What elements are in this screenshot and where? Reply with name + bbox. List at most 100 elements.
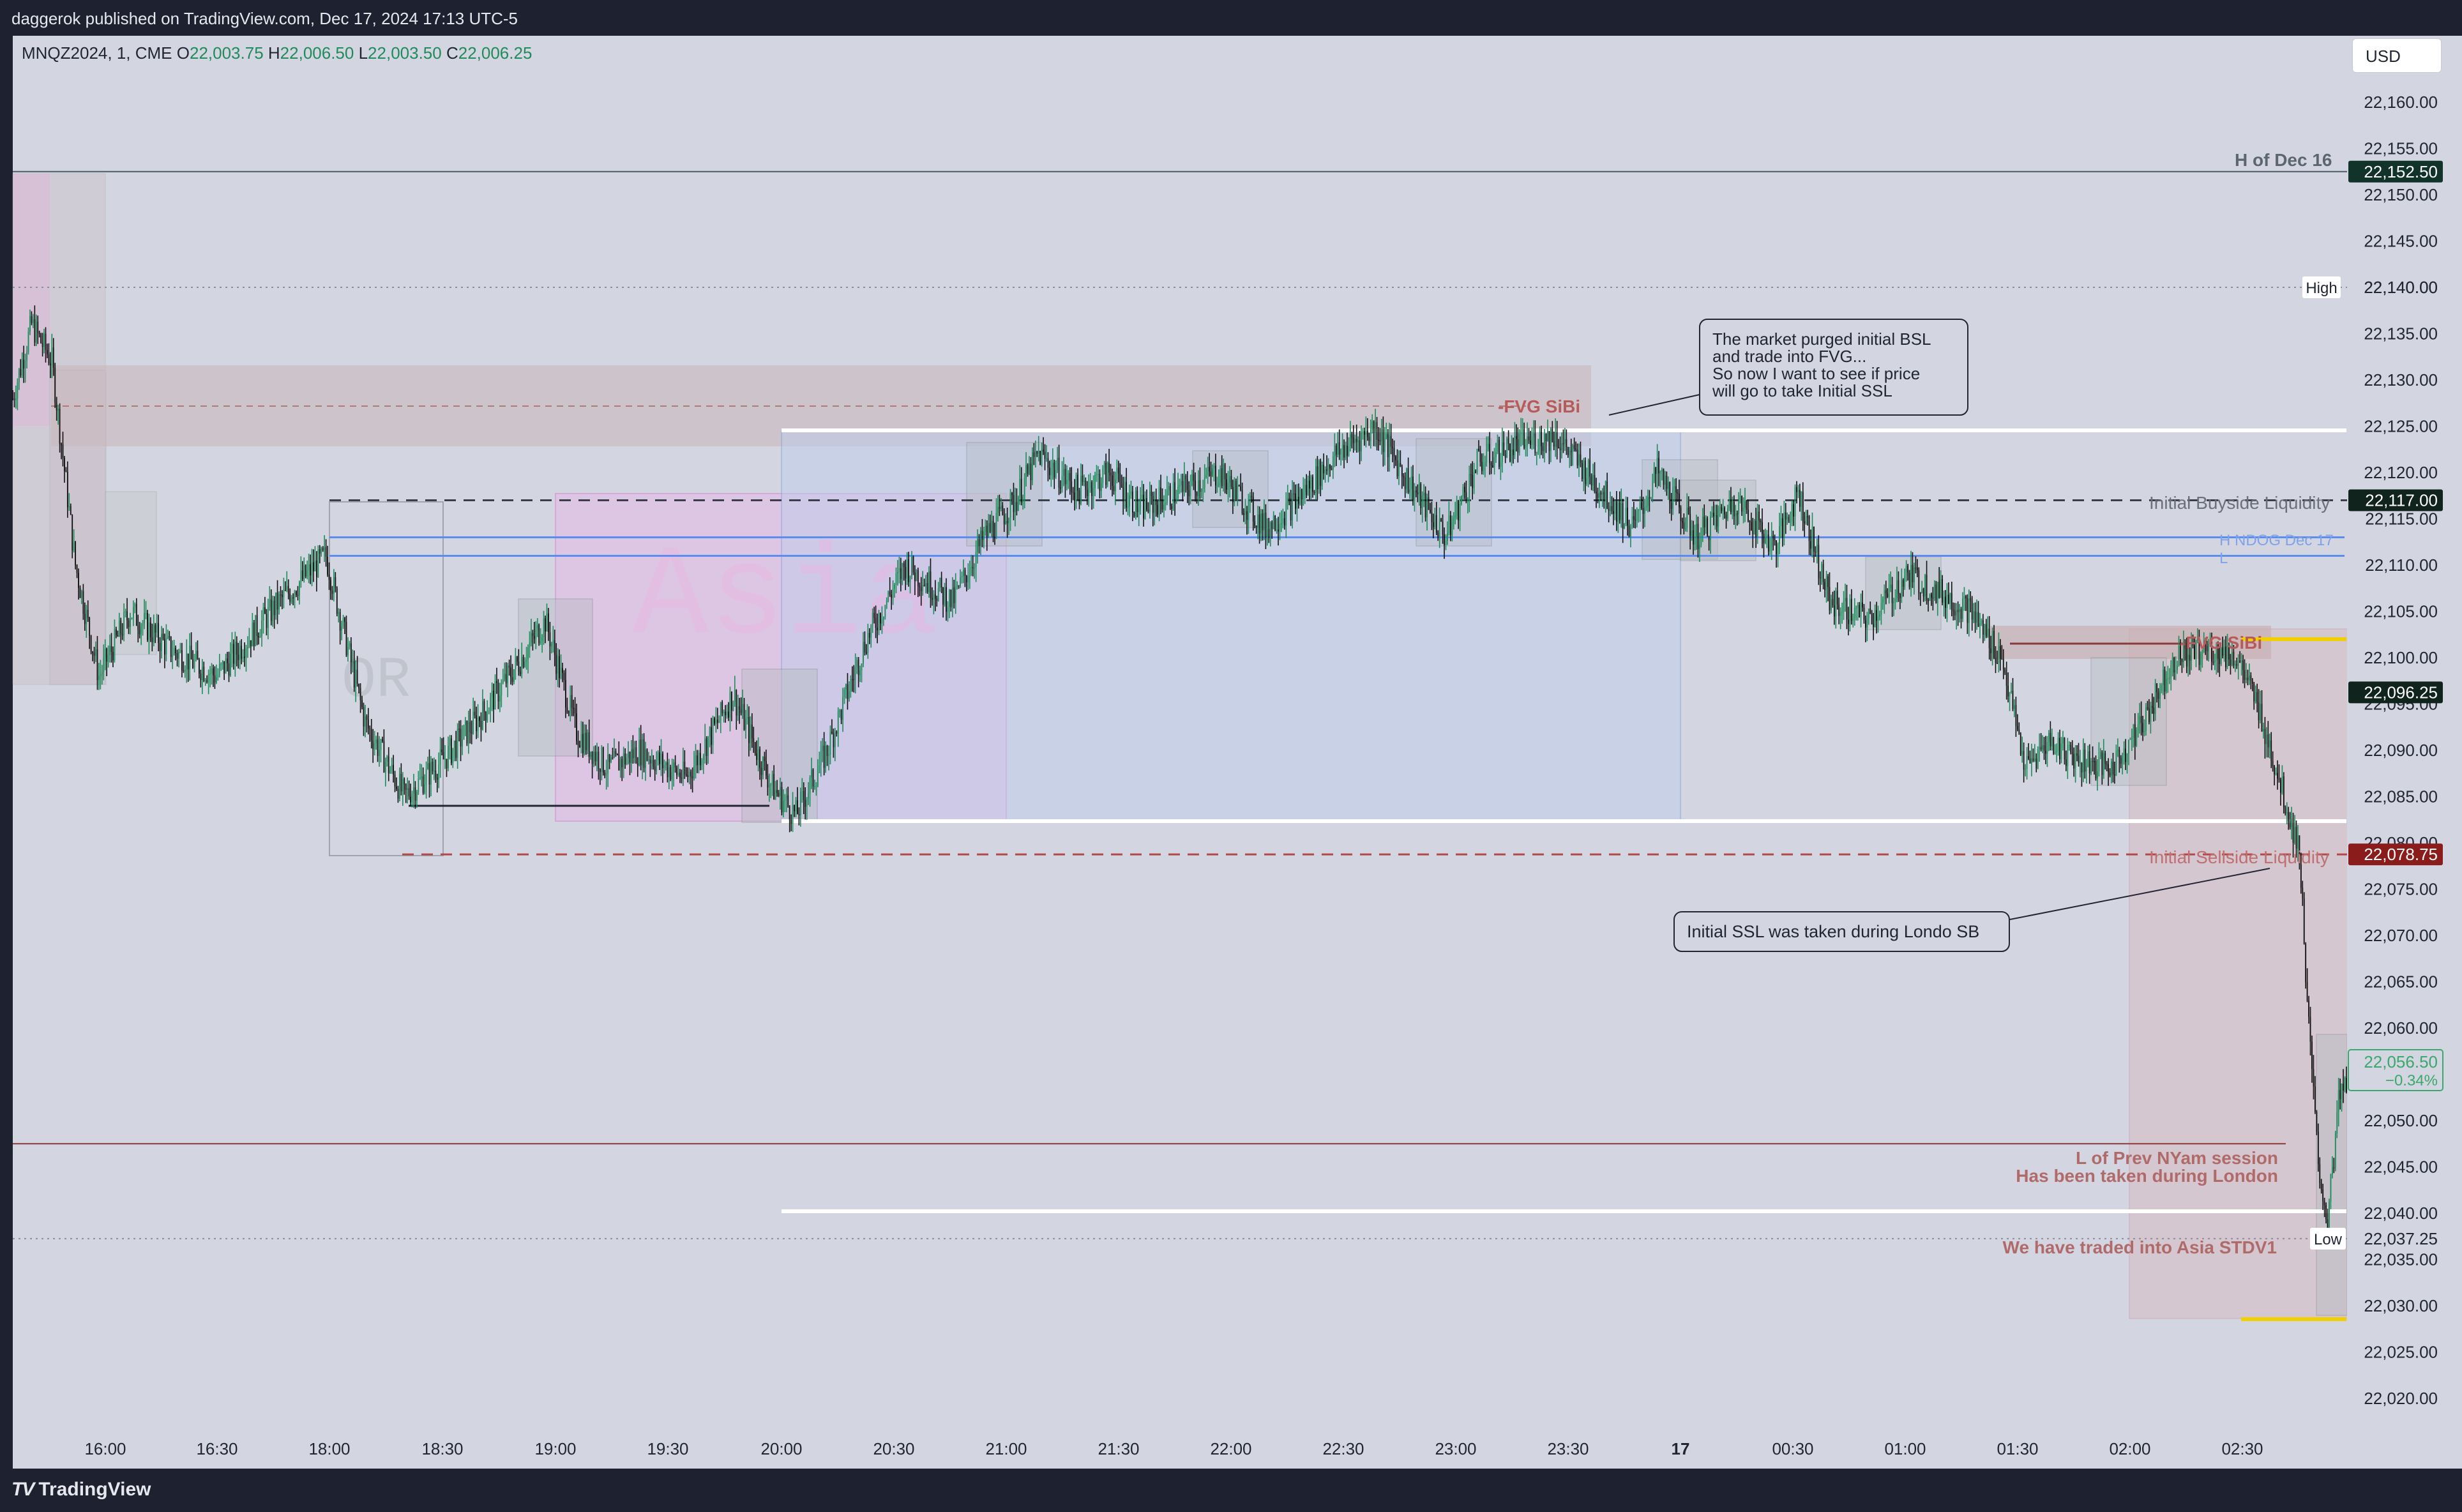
candle-body	[985, 525, 986, 533]
candle	[1572, 443, 1574, 466]
candle-body	[1857, 605, 1859, 608]
candle	[61, 442, 62, 460]
candle	[718, 715, 720, 723]
candle	[200, 669, 202, 688]
candle-body	[886, 600, 887, 605]
candle-body	[849, 691, 850, 699]
candle	[49, 352, 51, 379]
candle-body	[916, 570, 918, 582]
candle	[1486, 436, 1488, 467]
candle	[797, 787, 798, 815]
candle	[1645, 495, 1647, 511]
candle	[1569, 446, 1571, 468]
candle	[48, 343, 50, 366]
candle-body	[421, 776, 423, 778]
candle	[1548, 431, 1550, 464]
candle	[795, 797, 797, 817]
candle-body	[1594, 474, 1596, 492]
candle-body	[646, 749, 648, 761]
candle-body	[1718, 508, 1719, 527]
candle	[1689, 506, 1691, 550]
currency-button[interactable]: USD	[2352, 38, 2442, 73]
candle	[1583, 458, 1585, 492]
candle	[2150, 701, 2152, 734]
candles-group	[12, 305, 2353, 1242]
candle-body	[2263, 729, 2264, 732]
candle-body	[1092, 488, 1094, 496]
candle-body	[653, 760, 654, 767]
tradingview-logo[interactable]: TV TradingView	[11, 1479, 151, 1501]
candle-body	[1570, 451, 1572, 452]
candle	[2032, 748, 2034, 762]
candle	[665, 761, 667, 771]
candle-body	[1871, 614, 1873, 624]
candle-body	[1981, 620, 1982, 624]
candle-body	[1299, 489, 1301, 504]
candle-body	[1058, 458, 1060, 488]
candle	[266, 609, 268, 636]
candle-body	[839, 710, 841, 711]
candle-body	[282, 594, 283, 598]
candle-body	[1472, 474, 1474, 488]
candle	[349, 640, 351, 650]
candle	[2122, 752, 2124, 775]
candle-body	[1341, 444, 1343, 450]
candle	[1489, 432, 1491, 475]
candle-body	[875, 617, 877, 628]
candle-body	[1713, 512, 1714, 517]
candle-body	[1536, 452, 1537, 453]
candle	[179, 642, 181, 654]
candle	[1841, 602, 1843, 624]
candle-body	[433, 770, 435, 772]
candle-body	[2223, 646, 2225, 656]
candle	[51, 333, 53, 379]
candle	[1625, 496, 1627, 527]
candle-body	[369, 728, 371, 730]
candle-body	[1283, 518, 1285, 525]
candle	[1866, 612, 1868, 642]
candle-body	[857, 660, 859, 676]
candle	[2216, 642, 2217, 675]
candle-body	[2039, 746, 2041, 750]
candle-body	[2275, 773, 2277, 775]
candle-body	[175, 647, 177, 654]
candle-body	[928, 571, 930, 593]
candle	[1168, 481, 1170, 495]
candle	[487, 700, 488, 723]
candle-body	[187, 653, 189, 670]
low-value: 22,003.50	[368, 43, 442, 63]
candle	[2248, 663, 2250, 685]
candle-body	[1935, 584, 1937, 603]
y-tick-label: 22,045.00	[2364, 1158, 2438, 1177]
candle-body	[148, 622, 150, 640]
candle-body	[1401, 467, 1403, 476]
candle	[1681, 517, 1683, 529]
candle-body	[1131, 491, 1133, 513]
candle	[2157, 688, 2159, 708]
candle	[12, 389, 13, 401]
candle	[1395, 455, 1396, 466]
candle	[1914, 563, 1915, 595]
candle	[663, 759, 665, 774]
candle-body	[1902, 580, 1904, 587]
candle	[1781, 513, 1783, 547]
candle-body	[1608, 508, 1610, 511]
candle-body	[1907, 566, 1909, 573]
candle	[29, 309, 31, 335]
candle	[1227, 471, 1229, 503]
candle-body	[81, 591, 82, 598]
candle-body	[2054, 752, 2056, 754]
candle	[369, 725, 371, 742]
candle-body	[1880, 603, 1882, 615]
candle-body	[405, 784, 407, 790]
candle-body	[1854, 607, 1855, 618]
candle	[742, 690, 743, 719]
candle	[803, 782, 804, 814]
candle-body	[1257, 514, 1259, 527]
x-tick-label: 01:00	[1884, 1439, 1926, 1458]
candle-body	[1877, 616, 1879, 621]
candle-body	[291, 597, 292, 602]
candle-body	[843, 689, 845, 697]
candle-body	[1255, 525, 1257, 527]
